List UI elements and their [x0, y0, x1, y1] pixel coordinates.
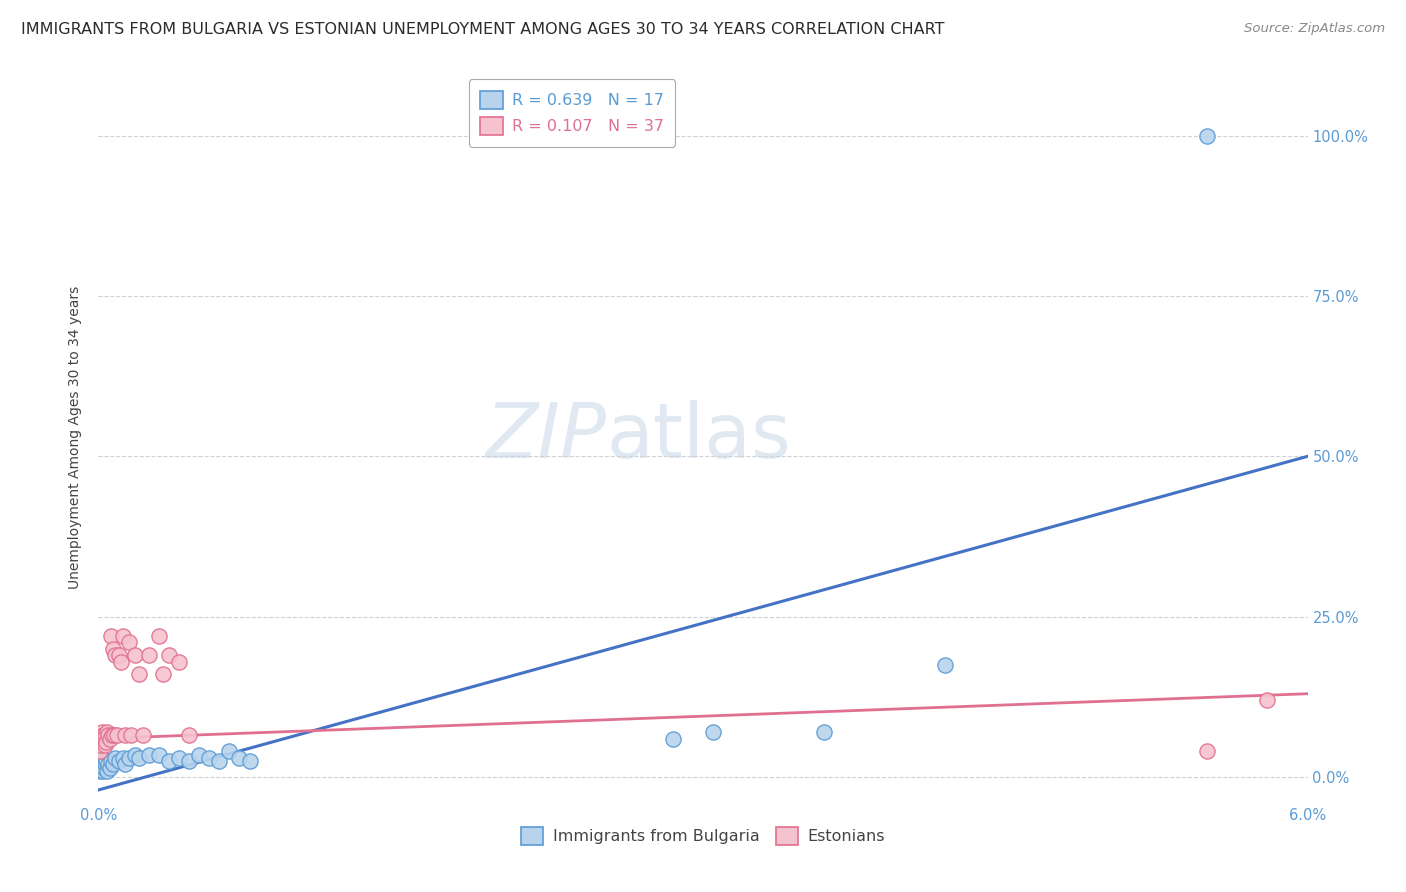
Point — [90, 760, 112, 774]
Point — [96, 725, 118, 739]
Point — [103, 648, 125, 663]
Point — [107, 754, 129, 768]
Point — [110, 655, 132, 669]
Point — [91, 725, 114, 739]
Point — [96, 754, 118, 768]
Point — [148, 629, 170, 643]
Point — [94, 738, 117, 752]
Point — [128, 751, 150, 765]
Point — [208, 754, 231, 768]
Point — [1195, 744, 1218, 758]
Point — [138, 648, 160, 663]
Point — [105, 728, 128, 742]
Point — [218, 744, 240, 758]
Point — [114, 757, 136, 772]
Point — [228, 751, 250, 765]
Point — [97, 728, 120, 742]
Point — [100, 728, 122, 742]
Point — [101, 757, 124, 772]
Point — [100, 629, 122, 643]
Point — [118, 635, 141, 649]
Point — [124, 648, 146, 663]
Text: ZIP: ZIP — [485, 401, 606, 474]
Point — [89, 764, 111, 778]
Text: Source: ZipAtlas.com: Source: ZipAtlas.com — [1244, 22, 1385, 36]
Point — [111, 629, 134, 643]
Point — [179, 754, 201, 768]
Point — [118, 751, 141, 765]
Point — [103, 751, 125, 765]
Point — [89, 738, 111, 752]
Point — [152, 667, 174, 681]
Point — [93, 731, 115, 746]
Point — [179, 728, 201, 742]
Point — [239, 754, 262, 768]
Point — [100, 754, 122, 768]
Point — [91, 754, 114, 768]
Point — [157, 648, 180, 663]
Point — [167, 655, 190, 669]
Point — [114, 728, 136, 742]
Point — [101, 641, 124, 656]
Point — [96, 735, 118, 749]
Point — [702, 725, 724, 739]
Point — [93, 760, 115, 774]
Point — [128, 667, 150, 681]
Point — [97, 757, 120, 772]
Point — [107, 648, 129, 663]
Point — [148, 747, 170, 762]
Text: atlas: atlas — [606, 401, 792, 474]
Point — [94, 728, 117, 742]
Point — [91, 735, 114, 749]
Point — [94, 757, 117, 772]
Point — [98, 731, 121, 746]
Point — [96, 764, 118, 778]
Point — [167, 751, 190, 765]
Point — [188, 747, 211, 762]
Point — [813, 725, 835, 739]
Point — [120, 728, 142, 742]
Point — [90, 731, 112, 746]
Point — [138, 747, 160, 762]
Point — [934, 657, 956, 672]
Point — [90, 738, 112, 752]
Point — [132, 728, 155, 742]
Point — [198, 751, 221, 765]
Point — [661, 731, 683, 746]
Point — [124, 747, 146, 762]
Point — [1256, 693, 1278, 707]
Y-axis label: Unemployment Among Ages 30 to 34 years: Unemployment Among Ages 30 to 34 years — [69, 285, 83, 589]
Point — [98, 760, 121, 774]
Point — [91, 764, 114, 778]
Text: IMMIGRANTS FROM BULGARIA VS ESTONIAN UNEMPLOYMENT AMONG AGES 30 TO 34 YEARS CORR: IMMIGRANTS FROM BULGARIA VS ESTONIAN UNE… — [21, 22, 945, 37]
Point — [93, 728, 115, 742]
Point — [89, 744, 111, 758]
Legend: Immigrants from Bulgaria, Estonians: Immigrants from Bulgaria, Estonians — [513, 819, 893, 854]
Point — [93, 757, 115, 772]
Point — [157, 754, 180, 768]
Point — [90, 757, 112, 772]
Point — [1195, 128, 1218, 143]
Point — [111, 751, 134, 765]
Point — [103, 728, 125, 742]
